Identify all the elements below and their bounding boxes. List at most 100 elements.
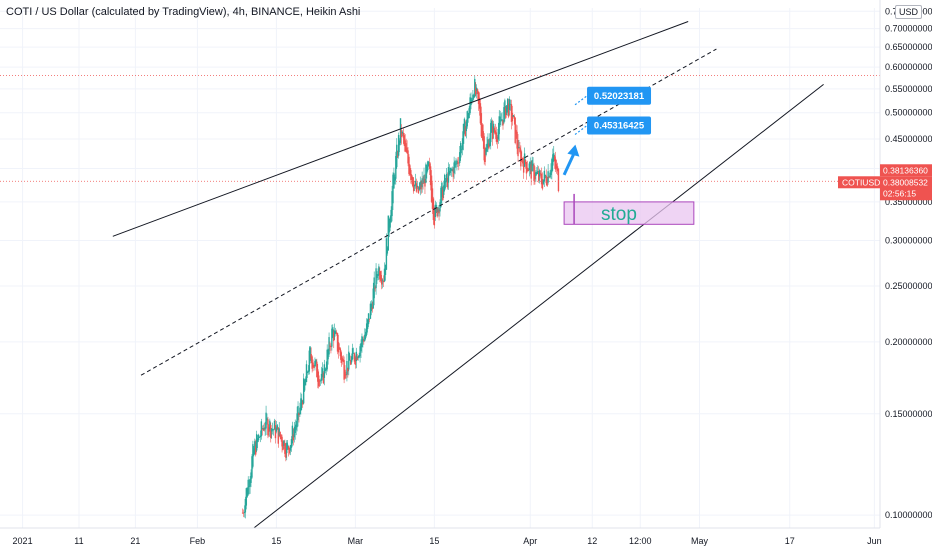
candle-body — [547, 171, 549, 183]
candle-body — [293, 428, 295, 438]
candle-body — [282, 441, 284, 451]
candle-body — [317, 369, 319, 382]
y-tick-label: 0.60000000 — [885, 62, 932, 72]
candle-body — [243, 511, 246, 514]
candle-body — [377, 274, 379, 276]
x-tick-label: 17 — [785, 536, 795, 546]
candle-body — [361, 336, 363, 348]
candle-body — [270, 424, 272, 438]
candle-body — [271, 429, 274, 431]
candle-body — [469, 97, 471, 114]
x-tick-label: 2021 — [13, 536, 33, 546]
candle-body — [318, 380, 321, 382]
candle-body — [337, 342, 340, 353]
time-axis[interactable]: 2021 11 21 Feb 15 Mar 15 Apr 12 12:00 May 17 Jun — [0, 527, 882, 546]
candle-body — [278, 428, 280, 436]
candle-body — [514, 117, 516, 144]
candle-body — [331, 328, 333, 347]
candle-body — [249, 479, 251, 487]
candle-body — [543, 170, 546, 182]
candle-body — [433, 209, 436, 226]
candle-body — [546, 179, 548, 186]
price-axis-bg — [880, 0, 932, 550]
candle-body — [387, 215, 389, 251]
y-tick-label: 0.65000000 — [885, 42, 932, 52]
candle-body — [264, 427, 266, 430]
x-tick-label: Jun — [867, 536, 882, 546]
candle-body — [474, 78, 476, 97]
candle-body — [295, 424, 297, 430]
candle-body — [268, 427, 270, 432]
annotations[interactable]: 0.52023181 0.45316425 stop — [562, 86, 695, 225]
candle-body — [352, 352, 355, 354]
candle-body — [446, 177, 449, 188]
candle-body — [448, 171, 451, 175]
candle-body — [339, 348, 342, 357]
candle-body — [422, 182, 424, 185]
candle-body — [291, 425, 294, 444]
currency-button[interactable]: USD — [895, 5, 923, 19]
candle-body — [556, 166, 559, 172]
candle-body — [381, 280, 384, 282]
price-axis[interactable]: 0.10000000 0.15000000 0.20000000 0.25000000… — [879, 0, 932, 550]
candle-body — [540, 173, 543, 185]
candle-body — [484, 148, 486, 163]
candle-body — [248, 486, 250, 488]
candle-body — [362, 338, 364, 342]
candle-body — [436, 207, 438, 217]
candle-body — [517, 140, 519, 157]
candle-body — [322, 372, 325, 384]
candle-body — [328, 337, 330, 355]
candle-body — [513, 116, 515, 119]
candle-body — [528, 163, 531, 171]
candle-body — [368, 318, 371, 320]
callout-pointer — [574, 95, 588, 106]
candle-body — [251, 456, 253, 478]
candle-body — [477, 91, 480, 105]
candle-body — [338, 347, 341, 350]
candle-body — [457, 162, 459, 164]
channel-line — [253, 83, 824, 529]
candle-body — [296, 413, 298, 428]
candle-body — [298, 412, 300, 416]
candle-body — [411, 174, 413, 180]
candle-body — [379, 270, 381, 280]
candle-body — [326, 349, 328, 370]
candle-body — [290, 439, 293, 448]
candle-body — [335, 332, 338, 334]
candle-body — [346, 360, 348, 375]
candle-body — [538, 172, 540, 181]
channel-lines[interactable] — [112, 21, 824, 529]
candle-body — [286, 442, 288, 454]
candle-body — [283, 440, 285, 446]
candle-body — [501, 119, 503, 121]
candle-body — [473, 95, 475, 98]
candle-body — [402, 132, 405, 138]
candle-body — [357, 356, 359, 359]
candle-body — [358, 355, 360, 358]
y-tick-label: 0.70000000 — [885, 24, 932, 34]
candle-body — [273, 420, 276, 430]
candle-body — [348, 351, 350, 370]
candle-body — [533, 164, 535, 181]
candle-body — [415, 183, 418, 192]
candle-body — [405, 143, 407, 153]
candle-body — [430, 175, 433, 202]
candle-body — [312, 362, 314, 368]
symbol-tag-bg — [838, 176, 880, 189]
candle-body — [259, 435, 262, 438]
candle-body — [456, 160, 458, 165]
candle-body — [485, 148, 487, 155]
candle-body — [502, 119, 504, 126]
candle-body — [462, 123, 465, 144]
candle-body — [412, 181, 415, 192]
horizontal-levels[interactable] — [0, 75, 880, 182]
candle-body — [399, 118, 402, 143]
candle-body — [526, 167, 529, 172]
candle-body — [429, 166, 432, 186]
candle-body — [292, 434, 295, 441]
candle-body — [459, 143, 462, 158]
x-tick-label: 11 — [74, 536, 83, 546]
candle-body — [256, 438, 259, 443]
